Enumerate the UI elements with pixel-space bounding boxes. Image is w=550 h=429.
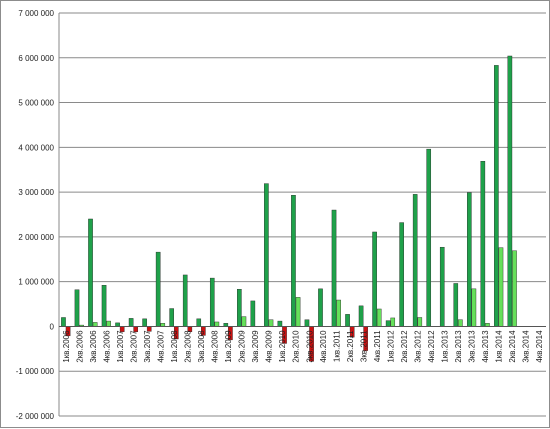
- bar: [318, 288, 323, 327]
- bar: [92, 322, 98, 327]
- x-tick-label: 1кв.2010: [278, 330, 287, 363]
- x-tick-label: 2кв.2011: [346, 330, 355, 362]
- x-tick-label: 1кв.2012: [386, 330, 395, 363]
- y-tick-label: 0: [50, 322, 55, 331]
- x-tick-label: 4кв.2011: [373, 330, 382, 362]
- bar: [88, 218, 93, 327]
- bar: [128, 318, 134, 327]
- x-tick-label: 4кв.2014: [535, 330, 544, 363]
- x-tick-label: 1кв.2006: [62, 330, 71, 363]
- x-tick-label: 2кв.2013: [454, 330, 463, 363]
- x-tick-label: 1кв.2008: [170, 330, 179, 363]
- y-tick-label: 1 000 000: [18, 278, 54, 287]
- bar: [295, 297, 301, 327]
- x-tick-label: 3кв.2012: [413, 330, 422, 363]
- y-axis-ticks: -2 000 000 -1 000 000 0 1 000 000 2 000 000 3…: [16, 9, 55, 421]
- bar: [61, 317, 66, 327]
- x-tick-label: 1кв.2009: [224, 330, 233, 363]
- bar: [331, 209, 337, 327]
- y-tick-label: 5 000 000: [18, 99, 54, 108]
- bar: [277, 320, 283, 327]
- y-tick-label: 6 000 000: [18, 54, 54, 63]
- bar: [106, 320, 111, 327]
- y-tick-label: 2 000 000: [18, 233, 54, 242]
- bar: [471, 288, 477, 327]
- x-axis-ticks: 1кв.2006 2кв.2006 3кв.2006 4кв.2006 1кв.2007…: [62, 330, 544, 363]
- bar: [241, 316, 247, 327]
- bar: [336, 299, 341, 327]
- y-tick-label: -2 000 000: [16, 412, 55, 421]
- bar: [291, 195, 296, 327]
- x-tick-label: 3кв.2013: [468, 330, 477, 363]
- bar: [115, 322, 120, 327]
- x-tick-label: 3кв.2014: [522, 330, 531, 363]
- bar: [169, 308, 174, 327]
- x-tick-label: 4кв.2010: [319, 330, 328, 363]
- bar: [74, 289, 80, 327]
- bar: [358, 305, 364, 327]
- x-tick-label: 3кв.2010: [305, 330, 314, 363]
- bar: [417, 317, 423, 327]
- bar: [426, 148, 432, 327]
- y-tick-label: 4 000 000: [18, 143, 54, 152]
- bar: [480, 161, 486, 327]
- x-tick-label: 3кв.2009: [251, 330, 260, 363]
- bar: [237, 289, 242, 327]
- x-tick-label: 1кв.2013: [441, 330, 450, 363]
- bar: [182, 274, 188, 327]
- bar: [453, 283, 459, 327]
- bar: [466, 192, 472, 327]
- bar: [250, 300, 256, 327]
- bars: [61, 55, 517, 362]
- bar: [214, 321, 220, 327]
- bar: [390, 317, 396, 327]
- bar: [512, 250, 517, 327]
- x-tick-label: 4кв.2006: [102, 330, 111, 363]
- x-tick-label: 4кв.2008: [211, 330, 220, 363]
- y-tick-label: 7 000 000: [18, 9, 54, 18]
- x-tick-label: 1кв.2007: [116, 330, 125, 363]
- bar: [345, 314, 350, 327]
- bar: [458, 319, 463, 327]
- bar: [494, 65, 499, 327]
- y-tick-label: -1 000 000: [16, 367, 55, 376]
- bar: [412, 194, 418, 327]
- x-tick-label: 3кв.2011: [359, 330, 368, 362]
- bar: [385, 320, 391, 327]
- y-tick-label: 3 000 000: [18, 188, 54, 197]
- x-tick-label: 1кв.2011: [332, 330, 341, 362]
- x-tick-label: 4кв.2007: [156, 330, 165, 363]
- x-tick-label: 4кв.2009: [265, 330, 274, 363]
- x-tick-label: 2кв.2009: [238, 330, 247, 363]
- bar: [268, 319, 274, 327]
- bar: [101, 285, 107, 327]
- bar: [155, 251, 161, 327]
- x-tick-label: 2кв.2007: [129, 330, 138, 363]
- bar: [372, 231, 377, 327]
- bar: [196, 318, 202, 327]
- x-tick-label: 3кв.2008: [197, 330, 206, 363]
- x-tick-label: 2кв.2006: [75, 330, 84, 363]
- x-tick-label: 2кв.2012: [400, 330, 409, 363]
- x-tick-label: 1кв.2014: [495, 330, 504, 363]
- bar: [439, 246, 445, 327]
- x-tick-label: 2кв.2014: [508, 330, 517, 363]
- bar: [142, 318, 147, 327]
- x-tick-label: 2кв.2010: [292, 330, 301, 363]
- x-tick-label: 2кв.2008: [184, 330, 193, 363]
- x-tick-label: 4кв.2013: [481, 330, 490, 363]
- bar: [376, 308, 382, 327]
- x-tick-label: 4кв.2012: [427, 330, 436, 363]
- bar: [304, 319, 310, 327]
- bar: [399, 222, 404, 327]
- bar: [209, 277, 215, 327]
- x-tick-label: 3кв.2006: [89, 330, 98, 363]
- x-tick-label: 3кв.2007: [143, 330, 152, 363]
- bar: [498, 247, 504, 327]
- bar: [264, 183, 269, 327]
- bar: [507, 55, 513, 327]
